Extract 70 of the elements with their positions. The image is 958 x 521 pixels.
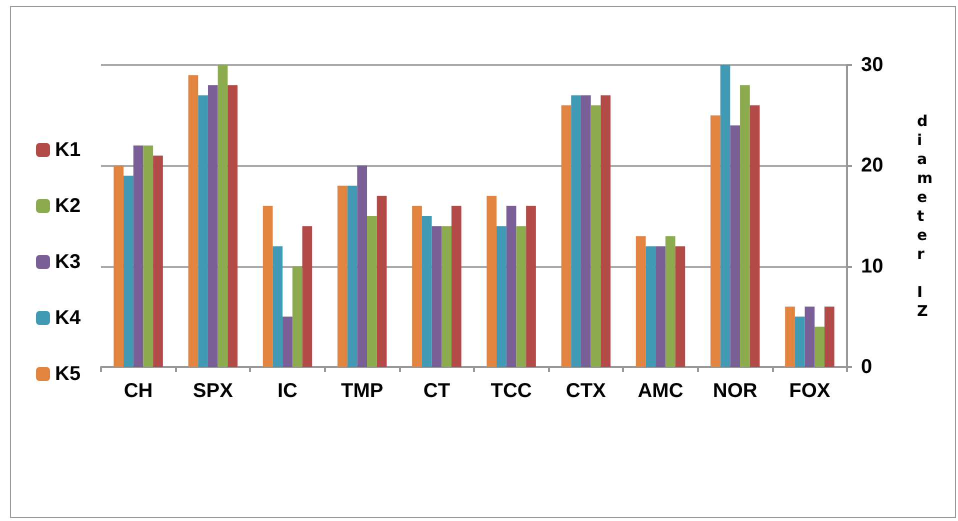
x-tick-label: CH <box>124 380 153 402</box>
legend-label: K5 <box>55 363 81 385</box>
bar <box>114 166 124 367</box>
bar <box>153 156 163 367</box>
bar <box>561 105 572 367</box>
bar <box>367 216 377 367</box>
bar <box>516 226 526 367</box>
x-tick-label: CT <box>423 380 450 402</box>
bar <box>188 75 198 367</box>
x-tick-label: FOX <box>789 380 831 402</box>
bar <box>133 146 144 367</box>
bar <box>376 196 387 367</box>
bar <box>422 216 432 367</box>
bar <box>143 146 154 367</box>
bar <box>442 226 452 367</box>
bar <box>720 65 730 367</box>
bar <box>636 236 646 367</box>
y-tick-label: 20 <box>861 154 884 177</box>
y-tick-label: 10 <box>861 255 884 278</box>
bar <box>794 316 805 367</box>
x-tick-label: AMC <box>638 380 684 402</box>
bar <box>526 206 536 367</box>
bar <box>675 246 686 367</box>
bar <box>710 115 720 367</box>
bar <box>785 306 795 367</box>
x-tick-label: NOR <box>712 380 758 402</box>
bar <box>272 246 283 367</box>
legend-label: K3 <box>55 251 81 273</box>
bar <box>590 105 601 367</box>
bar <box>357 166 368 367</box>
bar <box>656 246 666 367</box>
bar <box>302 226 312 367</box>
bar <box>292 266 302 367</box>
bar <box>824 306 834 367</box>
x-tick-label: TCC <box>490 380 532 402</box>
bar <box>804 306 815 367</box>
bar <box>571 95 581 367</box>
bar <box>580 95 591 367</box>
bar <box>124 176 134 367</box>
bar <box>730 125 740 367</box>
y-tick-label: 30 <box>861 54 884 76</box>
bar <box>646 246 656 367</box>
x-tick-label: TMP <box>340 380 384 402</box>
bar <box>506 206 516 367</box>
legend-label: K4 <box>55 307 82 329</box>
bar <box>451 206 462 367</box>
x-tick-label: IC <box>278 380 298 402</box>
bar <box>486 196 497 367</box>
legend-label: K2 <box>55 195 81 217</box>
bar <box>665 236 676 367</box>
bar <box>750 105 760 367</box>
bar <box>412 206 422 367</box>
bar <box>282 316 292 367</box>
bar <box>347 186 358 367</box>
y-tick-label: 0 <box>861 356 872 378</box>
bar <box>218 65 228 367</box>
bar <box>208 85 218 367</box>
bar <box>262 206 273 367</box>
bar <box>337 186 348 367</box>
legend-label: K1 <box>55 139 81 161</box>
bar <box>496 226 506 367</box>
bar <box>600 95 611 367</box>
bar <box>740 85 750 367</box>
bar <box>228 85 238 367</box>
bar <box>198 95 208 367</box>
bar <box>432 226 442 367</box>
text: diameter IZ <box>917 112 933 320</box>
x-tick-label: SPX <box>192 380 234 402</box>
bar <box>814 326 824 367</box>
x-tick-label: CTX <box>566 380 607 402</box>
